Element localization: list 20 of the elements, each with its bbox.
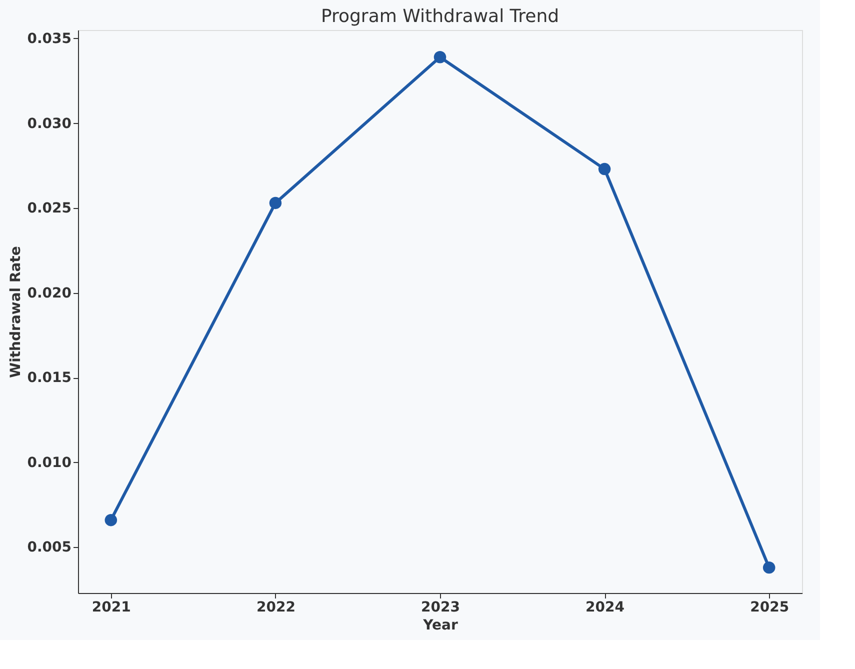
chart-title: Program Withdrawal Trend <box>320 6 560 27</box>
y-tick-label: 0.015 <box>27 370 72 386</box>
point <box>762 561 776 574</box>
point <box>269 196 282 210</box>
y-tick-label: 0.005 <box>27 540 72 556</box>
y-tick-label: 0.030 <box>27 116 72 132</box>
x-tick-label: 2022 <box>256 600 296 616</box>
point <box>104 514 118 526</box>
y-tick-label: 0.020 <box>27 285 72 302</box>
y-axis-title: Withdrawal Rate <box>8 246 24 378</box>
x-axis-title: Year <box>422 618 458 634</box>
x-tick-label: 2024 <box>586 600 625 616</box>
y-tick-label: 0.010 <box>27 454 72 471</box>
x-tick-label: 2021 <box>92 600 131 616</box>
x-tick-label: 2025 <box>750 600 790 616</box>
y-tick-label: 0.035 <box>27 30 72 47</box>
point <box>434 51 446 64</box>
point <box>598 162 611 176</box>
x-tick-label: 2023 <box>421 600 460 616</box>
y-tick-label: 0.025 <box>27 200 72 217</box>
